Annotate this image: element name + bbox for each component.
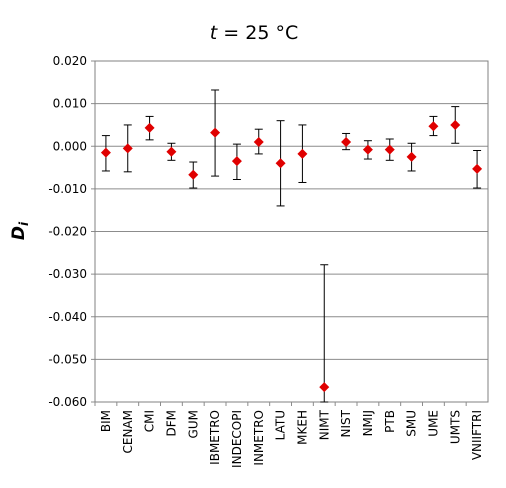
data-point-marker	[144, 122, 155, 133]
x-tick-label: CMI	[143, 410, 157, 432]
x-tick-label: UMTS	[448, 410, 462, 444]
data-point-marker	[253, 136, 264, 147]
x-tick-label: VNIIFTRI	[470, 410, 484, 460]
data-point-marker	[275, 158, 286, 169]
y-tick-label: -0.050	[48, 352, 87, 366]
data-point-marker	[188, 169, 199, 180]
y-tick-label: -0.040	[48, 310, 87, 324]
x-tick-label: MKEH	[295, 410, 309, 445]
x-tick-label: IBMETRO	[208, 410, 222, 465]
y-tick-label: -0.020	[48, 225, 87, 239]
y-tick-labels: 0.020 0.010 0.000 -0.010 -0.020 -0.030 -0.040 -…	[48, 54, 87, 409]
data-point-marker	[472, 163, 483, 174]
x-tick-label: PTB	[383, 410, 397, 433]
x-tick-label: LATU	[274, 410, 288, 440]
y-axis-label-main: D	[9, 226, 29, 240]
chart-title-text: = 25 °C	[217, 22, 298, 44]
y-tick-label: 0.020	[53, 54, 87, 68]
data-point-marker	[450, 119, 461, 130]
x-tick-label: GUM	[186, 410, 200, 438]
y-axis-label-subscript: i	[17, 221, 31, 226]
data-point-marker	[319, 382, 330, 393]
data-point-marker	[341, 136, 352, 147]
data-point-marker	[100, 147, 111, 158]
x-tick-label: NIMT	[317, 409, 331, 440]
chart-title: t = 25 °C	[210, 22, 298, 44]
y-tick-label: -0.010	[48, 182, 87, 196]
x-tick-label: UME	[426, 410, 440, 437]
data-point-marker	[362, 144, 373, 155]
error-bars	[101, 89, 482, 403]
data-point-marker	[231, 156, 242, 167]
y-tick-label: 0.000	[53, 139, 87, 153]
y-tick-label: 0.010	[53, 97, 87, 111]
x-tick-label: NMIJ	[361, 410, 375, 436]
x-tick-label: NIST	[339, 409, 353, 437]
data-point-marker	[428, 121, 439, 132]
x-tick-label: DFM	[164, 410, 178, 437]
data-point-marker	[210, 127, 221, 138]
x-tick-label: BIM	[99, 410, 113, 432]
data-markers	[100, 119, 483, 393]
data-point-marker	[166, 146, 177, 157]
x-tick-label: INDECOPI	[230, 410, 244, 468]
y-axis-label: Di	[9, 221, 31, 240]
x-tick-label: SMU	[405, 410, 419, 437]
x-tick-label: INMETRO	[252, 410, 266, 466]
y-tick-label: -0.030	[48, 267, 87, 281]
grid	[91, 60, 488, 403]
y-tick-label: -0.060	[48, 395, 87, 409]
data-point-marker	[384, 144, 395, 155]
data-point-marker	[297, 148, 308, 159]
x-tick-label: CENAM	[121, 410, 135, 454]
data-point-marker	[406, 151, 417, 162]
chart-title-variable: t	[210, 22, 219, 44]
x-tick-labels: BIM CENAM CMI DFM GUM IBMETRO INDECOPI INMETRO L…	[94, 402, 484, 468]
data-point-marker	[122, 143, 133, 154]
